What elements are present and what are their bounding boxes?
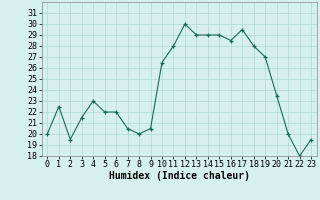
X-axis label: Humidex (Indice chaleur): Humidex (Indice chaleur) [109, 171, 250, 181]
